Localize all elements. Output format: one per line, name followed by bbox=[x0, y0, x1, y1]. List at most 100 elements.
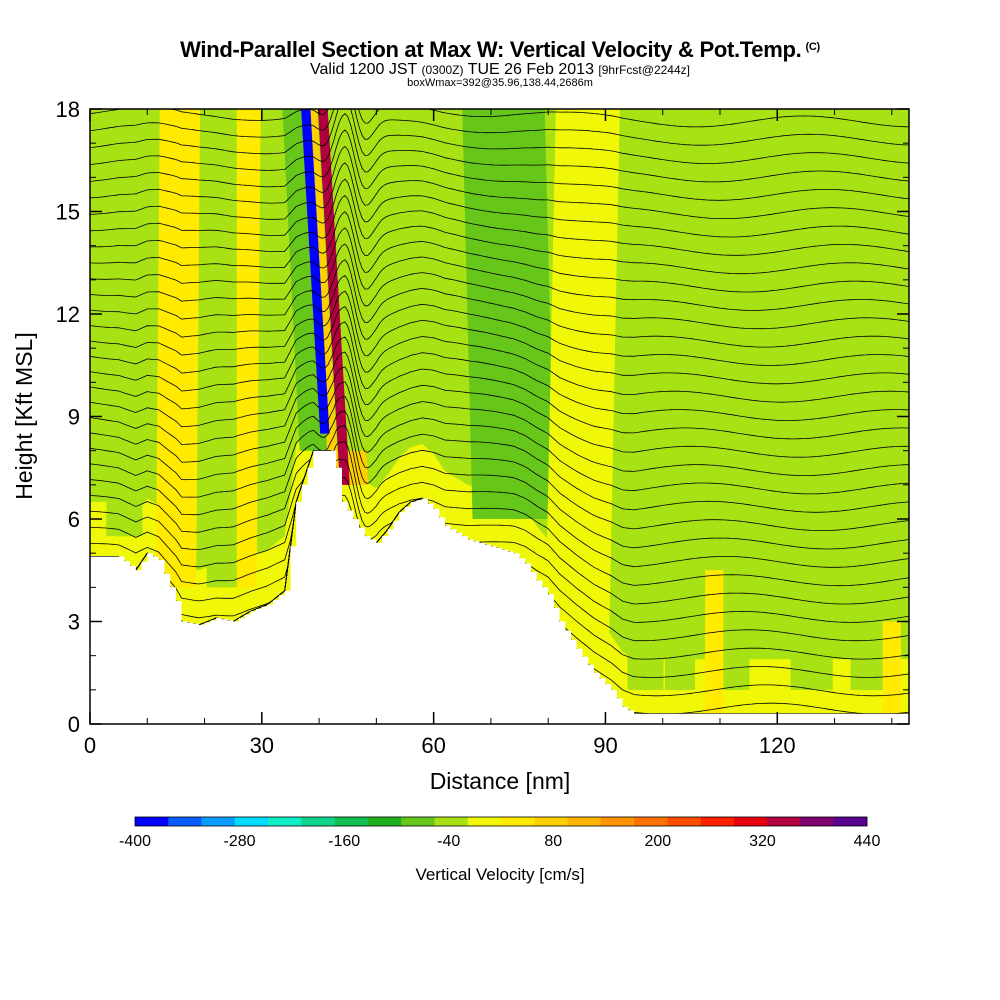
colorbar-tick-label: 200 bbox=[645, 833, 672, 850]
colorbar-tick-label: -280 bbox=[224, 833, 256, 850]
y-tick-label: 9 bbox=[68, 405, 80, 430]
chart-valid-time: Valid 1200 JST (0300Z) TUE 26 Feb 2013 [… bbox=[0, 61, 1000, 79]
colorbar-tick-label: 440 bbox=[854, 833, 881, 850]
isentrope-line bbox=[90, 113, 909, 183]
x-axis-label: Distance [nm] bbox=[430, 768, 571, 794]
velocity-band-4-2 bbox=[462, 109, 556, 519]
x-tick-label: 90 bbox=[593, 733, 617, 758]
valid-time-utc: (0300Z) bbox=[421, 63, 464, 77]
colorbar-frame bbox=[134, 816, 868, 827]
isentrope-line bbox=[90, 109, 909, 128]
isentrope-line bbox=[90, 366, 909, 476]
colorbar-swatch bbox=[401, 817, 435, 826]
valid-date-text: TUE 26 Feb 2013 bbox=[467, 61, 594, 78]
x-tick-label: 120 bbox=[759, 733, 796, 758]
velocity-band-11-1 bbox=[664, 109, 695, 690]
colorbar-swatch bbox=[434, 817, 469, 826]
isentrope-line bbox=[90, 410, 909, 531]
isentrope-line bbox=[90, 145, 909, 219]
colorbar-label: Vertical Velocity [cm/s] bbox=[415, 865, 584, 884]
isentrope-line bbox=[90, 243, 909, 330]
colorbar-swatch bbox=[833, 817, 868, 826]
colorbar-tick-label: 80 bbox=[544, 833, 562, 850]
colorbar-swatch bbox=[367, 817, 402, 826]
y-tick-label: 12 bbox=[56, 302, 80, 327]
velocity-band-17-2 bbox=[882, 621, 901, 714]
velocity-band-8-1 bbox=[106, 109, 143, 537]
isentrope-line bbox=[90, 381, 909, 495]
velocity-band-13-1 bbox=[750, 109, 781, 588]
colorbar-swatch bbox=[767, 817, 801, 826]
y-tick-label: 0 bbox=[68, 712, 80, 737]
colorbar-swatch bbox=[201, 817, 236, 826]
colorbar-swatch bbox=[501, 817, 535, 826]
isentrope-line bbox=[90, 129, 909, 201]
y-tick-label: 3 bbox=[68, 610, 80, 635]
colorbar-swatch bbox=[135, 817, 169, 826]
isentrope-line bbox=[90, 351, 909, 458]
colorbar-swatch bbox=[567, 817, 602, 826]
velocity-band-16-2 bbox=[705, 570, 724, 714]
chart-title-text: Wind-Parallel Section at Max W: Vertical… bbox=[180, 37, 802, 62]
colorbar-swatch bbox=[301, 817, 335, 826]
isentrope-line bbox=[90, 211, 909, 293]
colorbar: -400 -280 -160 -40 80 200 320 440 bbox=[119, 816, 881, 850]
isentrope-line bbox=[90, 425, 909, 550]
colorbar-tick-label: -40 bbox=[437, 833, 460, 850]
velocity-band-14-1 bbox=[790, 109, 833, 690]
colorbar-swatch bbox=[667, 817, 701, 826]
velocity-core-0 bbox=[301, 109, 330, 434]
colorbar-swatch bbox=[467, 817, 502, 826]
velocity-band-15-1 bbox=[850, 109, 899, 690]
colorbar-swatch bbox=[700, 817, 735, 826]
velocity-band-5-3 bbox=[544, 109, 620, 656]
colorbar-swatch bbox=[268, 817, 302, 826]
colorbar-tick-label: -160 bbox=[328, 833, 360, 850]
isentrope-line bbox=[90, 259, 909, 348]
chart-title: Wind-Parallel Section at Max W: Vertical… bbox=[0, 37, 1000, 63]
isentrope-line bbox=[90, 194, 909, 275]
velocity-band-12-1 bbox=[713, 109, 750, 690]
colorbar-swatch bbox=[634, 817, 668, 826]
terrain-mask bbox=[90, 450, 909, 724]
colorbar-swatch bbox=[334, 817, 369, 826]
velocity-band-3-2 bbox=[282, 109, 328, 451]
isentrope-line bbox=[90, 109, 909, 146]
isentrope-line bbox=[90, 441, 909, 568]
isentrope-line bbox=[90, 162, 909, 238]
velocity-core-1 bbox=[317, 109, 350, 485]
colorbar-tick-label: 320 bbox=[749, 833, 776, 850]
isentrope-line bbox=[90, 450, 909, 623]
x-tick-label: 0 bbox=[84, 733, 96, 758]
colorbar-swatch bbox=[168, 817, 202, 826]
valid-time-text: Valid 1200 JST bbox=[310, 61, 418, 78]
isentrope-line bbox=[90, 306, 909, 403]
forecast-run-text: [9hrFcst@2244z] bbox=[598, 63, 690, 77]
colorbar-swatch bbox=[234, 817, 269, 826]
colorbar-swatch bbox=[733, 817, 768, 826]
axes: 0 30 60 90 120 0 3 6 9 12 15 18 bbox=[56, 97, 909, 758]
isentrope-line bbox=[90, 109, 909, 164]
colorbar-swatch bbox=[800, 817, 835, 826]
terrain-fill bbox=[90, 450, 909, 724]
velocity-band-9-1 bbox=[206, 109, 237, 588]
isentrope-line bbox=[90, 450, 909, 587]
copyright-mark: (C) bbox=[805, 41, 820, 53]
x-tick-label: 60 bbox=[421, 733, 445, 758]
isentrope-line bbox=[90, 274, 909, 366]
colorbar-swatch bbox=[600, 817, 635, 826]
isentrope-line bbox=[90, 321, 909, 421]
y-tick-label: 6 bbox=[68, 507, 80, 532]
x-tick-label: 30 bbox=[250, 733, 274, 758]
colorbar-swatch bbox=[534, 817, 568, 826]
isentrope-line bbox=[90, 178, 909, 256]
y-tick-label: 18 bbox=[56, 97, 80, 122]
isentrope-line bbox=[90, 336, 909, 440]
isentrope-line bbox=[90, 450, 909, 605]
velocity-band-6-2 bbox=[155, 109, 201, 588]
isentrope-line bbox=[90, 290, 909, 385]
colorbar-tick-label: -400 bbox=[119, 833, 151, 850]
velocity-band-10-1 bbox=[627, 109, 664, 690]
y-tick-label: 15 bbox=[56, 200, 80, 225]
